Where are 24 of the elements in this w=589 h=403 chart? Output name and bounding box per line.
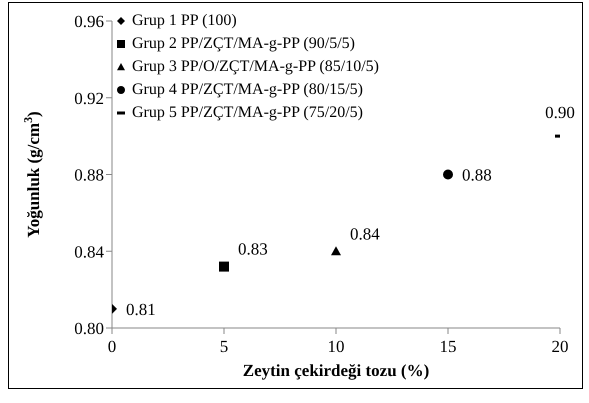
- data-label: 0.83: [238, 240, 268, 259]
- data-label: 0.88: [462, 166, 492, 184]
- data-label: 0.81: [126, 300, 156, 319]
- point: [219, 262, 229, 272]
- data-label: 0.84: [350, 224, 380, 244]
- x-axis-title: Zeytin çekirdeği tozu (%): [242, 361, 430, 380]
- legend-label: Grup 4 PP/ZÇT/MA-g-PP (80/15/5): [132, 80, 363, 100]
- legend-label: Grup 3 PP/O/ZÇT/MA-g-PP (85/10/5): [132, 57, 379, 77]
- x-tick-label: 10: [328, 337, 344, 356]
- x-tick-label: 20: [552, 337, 568, 356]
- y-tick-label: 0.88: [74, 166, 104, 185]
- point: [443, 170, 453, 180]
- data-label: 0.90: [545, 103, 575, 122]
- x-tick-label: 0: [108, 337, 116, 356]
- y-tick-label: 0.80: [74, 319, 104, 338]
- x-tick-label: 15: [440, 337, 456, 356]
- x-tick-label: 5: [220, 337, 228, 356]
- y-tick-label: 0.92: [74, 88, 104, 108]
- y-tick-label: 0.84: [74, 242, 104, 262]
- legend-label: Grup 5 PP/ZÇT/MA-g-PP (75/20/5): [132, 103, 363, 123]
- legend-label: Grup 2 PP/ZÇT/MA-g-PP (90/5/5): [132, 34, 355, 54]
- legend-label: Grup 1 PP (100): [132, 11, 237, 31]
- point: [331, 246, 341, 256]
- y-tick-label: 0.96: [74, 12, 104, 32]
